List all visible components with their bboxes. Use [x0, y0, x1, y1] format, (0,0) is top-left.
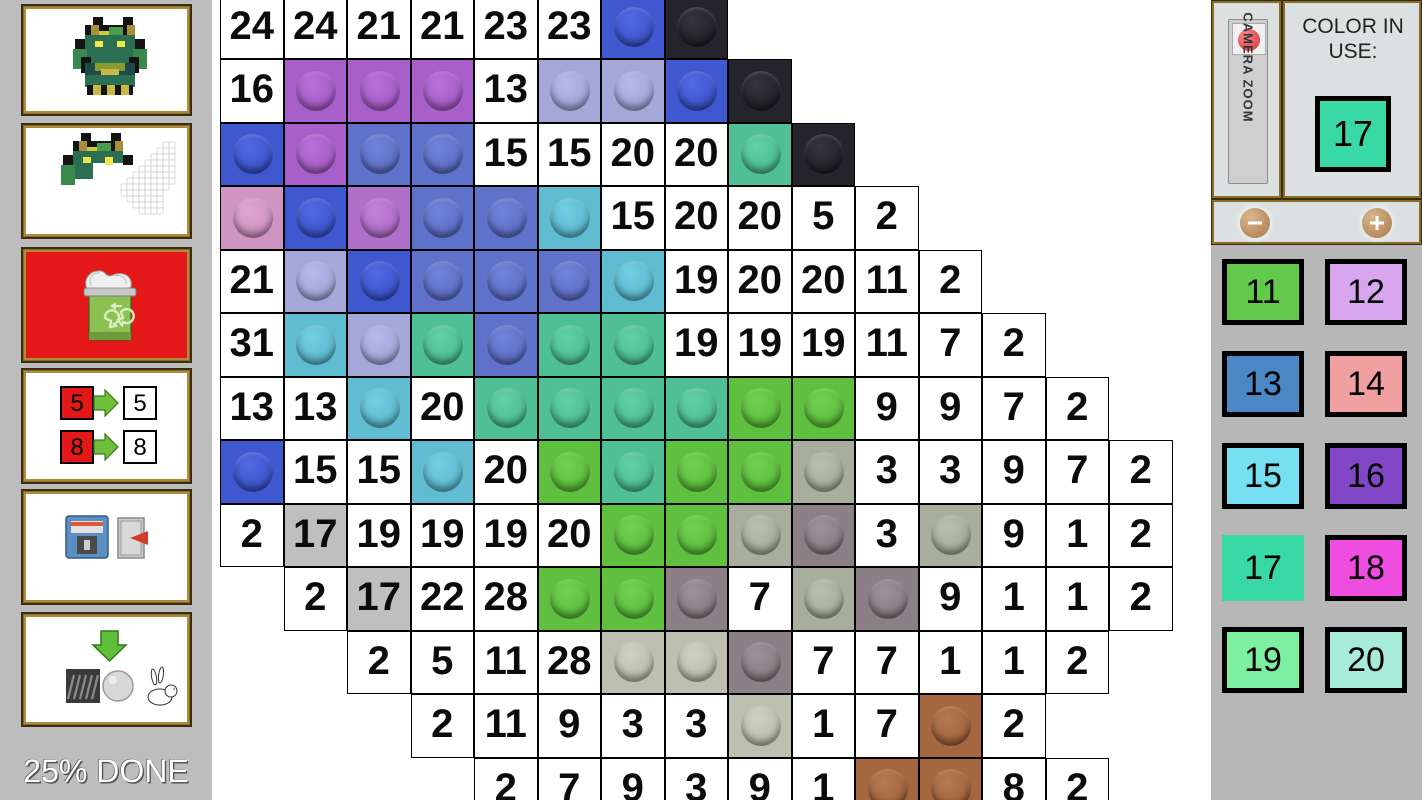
svg-text:5: 5: [133, 390, 146, 417]
svg-text:5: 5: [70, 390, 83, 417]
svg-text:8: 8: [133, 434, 146, 461]
svg-text:8: 8: [70, 434, 83, 461]
